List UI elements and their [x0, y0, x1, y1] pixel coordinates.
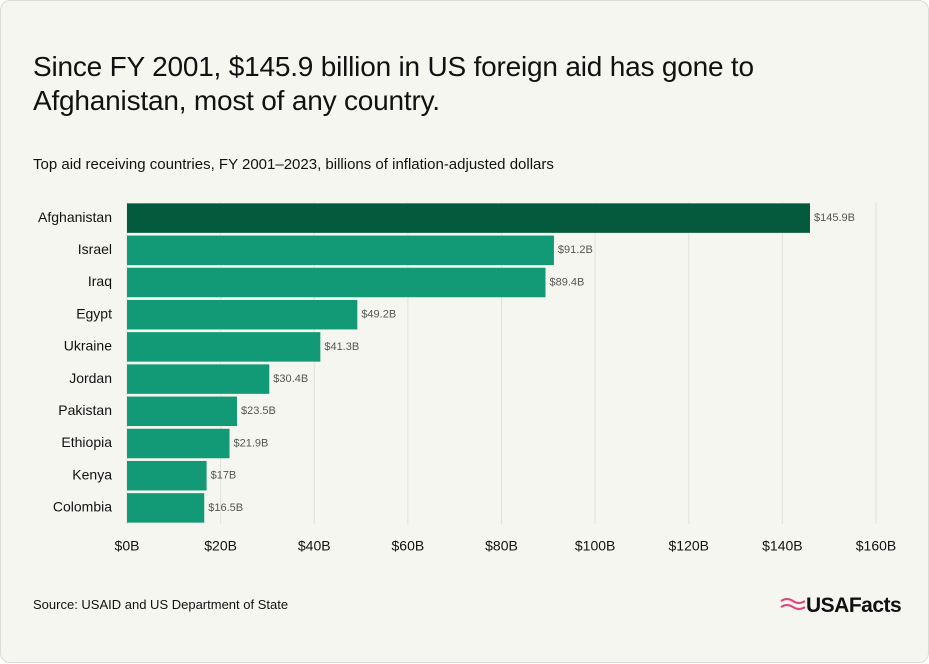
y-tick-label: Iraq — [88, 273, 112, 289]
bar — [127, 332, 321, 362]
value-label: $23.5B — [241, 405, 276, 417]
bar — [127, 364, 270, 394]
x-tick-label: $120B — [669, 538, 709, 554]
chart-subtitle: Top aid receiving countries, FY 2001–202… — [33, 156, 554, 173]
x-tick-label: $20B — [204, 538, 237, 554]
y-tick-label: Jordan — [69, 370, 112, 386]
y-tick-label: Ethiopia — [61, 434, 112, 450]
bar — [127, 493, 205, 523]
x-tick-label: $160B — [856, 538, 896, 554]
bar — [127, 203, 810, 233]
bar — [127, 235, 554, 266]
chart-title: Since FY 2001, $145.9 billion in US fore… — [33, 51, 754, 116]
x-tick-label: $140B — [762, 538, 802, 554]
y-tick-label: Egypt — [76, 305, 112, 321]
y-tick-label: Kenya — [72, 466, 112, 482]
x-tick-label: $40B — [298, 538, 331, 554]
value-label: $91.2B — [558, 244, 593, 256]
x-tick-label: $0B — [115, 538, 140, 554]
value-label: $21.9B — [234, 437, 269, 449]
x-tick-label: $100B — [575, 538, 615, 554]
bar — [127, 396, 238, 427]
value-label: $41.3B — [324, 341, 359, 353]
x-tick-label: $60B — [392, 538, 425, 554]
value-label: $49.2B — [361, 309, 396, 321]
x-tick-label: $80B — [485, 538, 518, 554]
value-label: $145.9B — [814, 212, 855, 224]
bar — [127, 428, 230, 459]
bar — [127, 460, 207, 491]
value-label: $89.4B — [550, 276, 585, 288]
y-tick-label: Ukraine — [64, 338, 112, 354]
logo: USAFacts — [806, 594, 902, 617]
y-tick-label: Colombia — [53, 499, 112, 515]
source: Source: USAID and US Department of State — [33, 597, 289, 612]
value-label: $17B — [211, 470, 237, 482]
value-label: $16.5B — [208, 502, 243, 514]
bar — [127, 267, 546, 298]
y-tick-label: Pakistan — [58, 402, 112, 418]
value-label: $30.4B — [273, 373, 308, 385]
y-tick-label: Afghanistan — [38, 209, 112, 225]
bar — [127, 299, 358, 330]
y-tick-label: Israel — [78, 241, 112, 257]
logo-icon — [780, 598, 806, 610]
